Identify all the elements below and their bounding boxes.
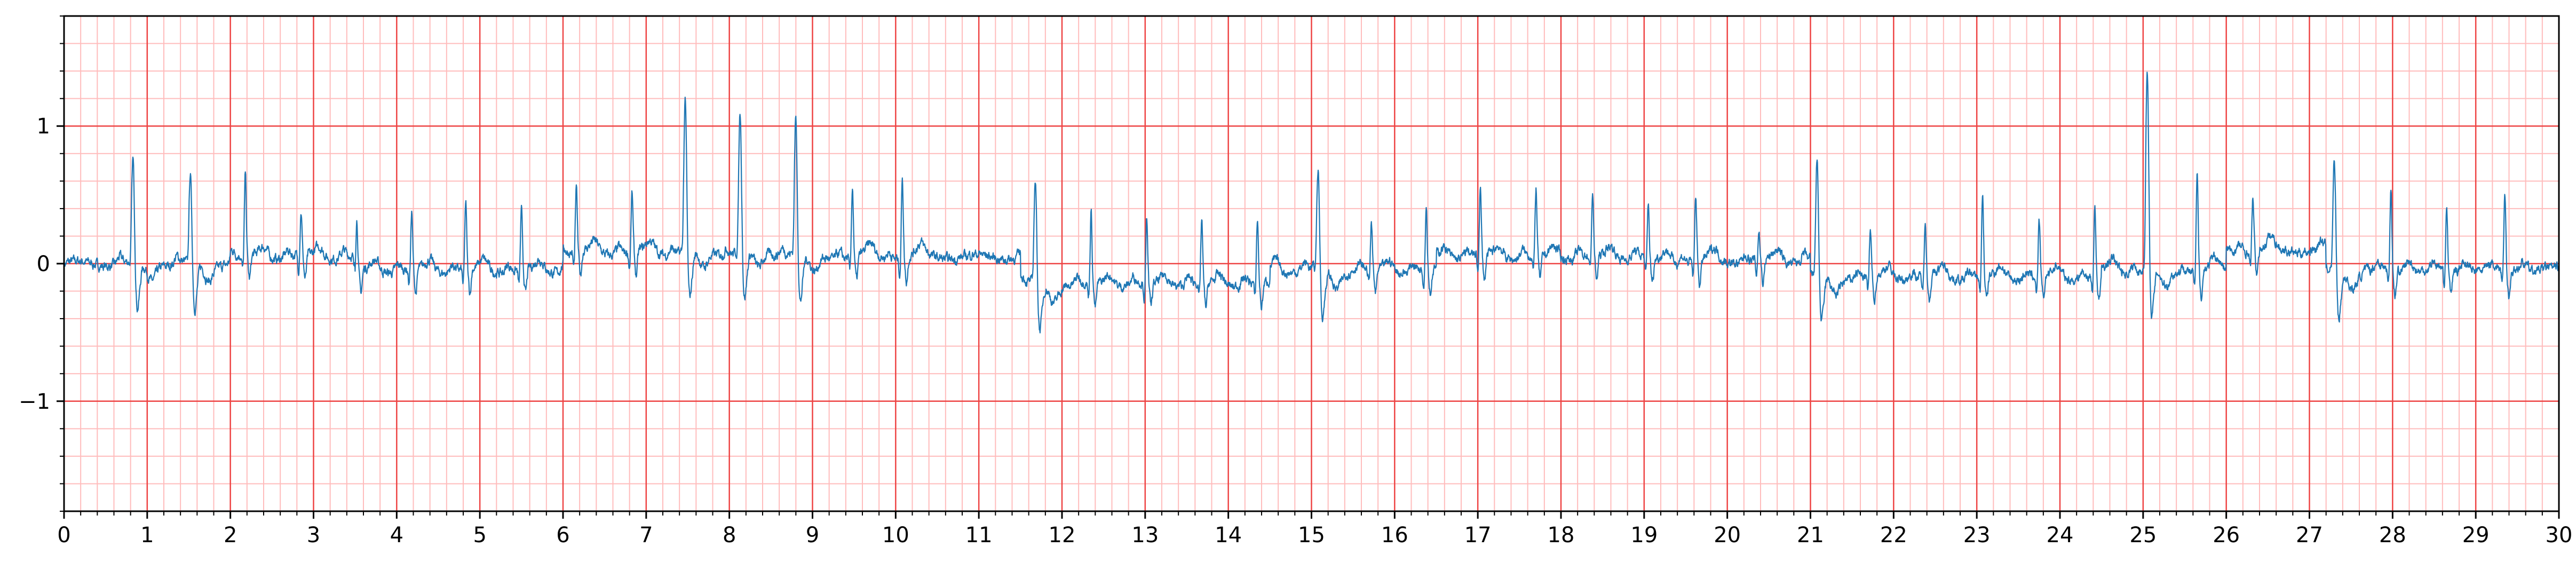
- x-tick-label: 22: [1880, 523, 1907, 548]
- x-tick-label: 29: [2462, 523, 2490, 548]
- x-tick-label: 6: [556, 523, 569, 548]
- x-tick-label: 1: [140, 523, 154, 548]
- x-tick-label: 7: [639, 523, 653, 548]
- x-tick-label: 19: [1630, 523, 1658, 548]
- y-axis-ticks: −1 0 1: [19, 15, 64, 512]
- x-tick-label: 14: [1215, 523, 1242, 548]
- x-tick-label: 15: [1298, 523, 1325, 548]
- x-tick-label: 11: [965, 523, 993, 548]
- x-tick-label: 0: [57, 523, 70, 548]
- y-tick-label: 1: [37, 114, 50, 139]
- x-tick-label: 20: [1714, 523, 1741, 548]
- x-axis-ticks: 0 1 2 3 4 5 6 7 8 9 10 11 12 13 14 15 16 17 18 19 20 21 22 23 24…: [57, 511, 2572, 548]
- x-tick-label: 13: [1131, 523, 1159, 548]
- x-tick-label: 30: [2546, 523, 2573, 548]
- x-tick-label: 8: [723, 523, 736, 548]
- x-tick-label: 5: [473, 523, 486, 548]
- x-tick-label: 2: [224, 523, 237, 548]
- x-tick-label: 10: [882, 523, 909, 548]
- x-tick-label: 21: [1797, 523, 1824, 548]
- x-tick-label: 23: [1963, 523, 1991, 548]
- x-tick-label: 18: [1548, 523, 1575, 548]
- y-tick-label: 0: [37, 252, 50, 276]
- x-tick-label: 3: [307, 523, 320, 548]
- x-tick-label: 17: [1464, 523, 1492, 548]
- x-tick-label: 24: [2047, 523, 2074, 548]
- y-tick-label: −1: [19, 390, 50, 414]
- x-tick-label: 16: [1381, 523, 1408, 548]
- x-tick-label: 27: [2296, 523, 2323, 548]
- x-tick-label: 9: [806, 523, 819, 548]
- x-tick-label: 25: [2129, 523, 2157, 548]
- x-tick-label: 4: [390, 523, 403, 548]
- x-tick-label: 28: [2379, 523, 2406, 548]
- major-grid: [63, 16, 2560, 511]
- x-tick-label: 26: [2213, 523, 2240, 548]
- ecg-signal-line: [63, 72, 2560, 334]
- x-tick-label: 12: [1049, 523, 1076, 548]
